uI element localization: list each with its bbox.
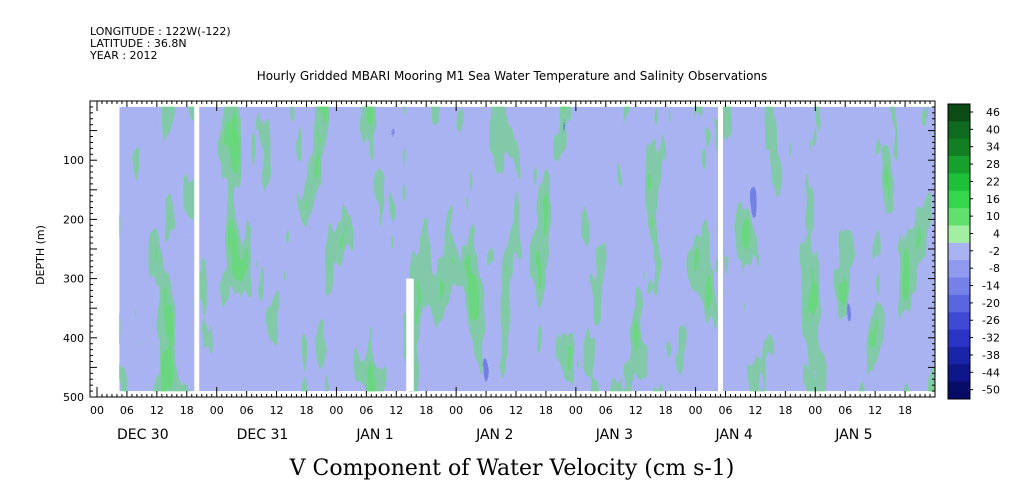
variable-title: V Component of Water Velocity (cm s-1) (289, 456, 735, 481)
y-axis: 100 200 300 400 500 (63, 100, 935, 404)
x-tick-label: 06 (359, 404, 373, 417)
x-tick-label: 12 (868, 404, 882, 417)
x-tick-label: 06 (719, 404, 733, 417)
colorbar-label: 46 (986, 106, 1000, 119)
colorbar-swatch (948, 346, 970, 365)
x-tick-label: 00 (329, 404, 343, 417)
x-tick-label: 06 (838, 404, 852, 417)
x-tick-label: 18 (898, 404, 912, 417)
colorbar-swatch (948, 173, 970, 192)
colorbar-swatch (948, 104, 970, 122)
colorbar-label: 4 (993, 227, 1000, 240)
x-tick-label: 18 (419, 404, 433, 417)
x-tick-label: 12 (150, 404, 164, 417)
x-tick-label: 06 (120, 404, 134, 417)
day-label: JAN 1 (355, 427, 393, 443)
day-label: JAN 4 (715, 427, 753, 443)
y-tick-label: 300 (63, 273, 84, 286)
y-tick-label: 400 (63, 332, 84, 345)
y-tick-label: 200 (63, 213, 84, 226)
x-tick-label: 18 (300, 404, 314, 417)
x-tick-label: 18 (778, 404, 792, 417)
day-label: DEC 31 (237, 427, 289, 443)
data-gap (194, 105, 200, 393)
colorbar-swatch (948, 190, 970, 209)
colorbar-label: 40 (986, 123, 1000, 136)
x-tick-label: 00 (808, 404, 822, 417)
x-tick-label: 12 (509, 404, 523, 417)
heatmap-field (119, 105, 936, 393)
x-tick-label: 06 (599, 404, 613, 417)
colorbar-label: 16 (986, 193, 1000, 206)
data-notch (406, 278, 414, 392)
chart-title: Hourly Gridded MBARI Mooring M1 Sea Wate… (257, 69, 768, 83)
colorbar-swatch (948, 329, 970, 348)
colorbar-label: 28 (986, 158, 1000, 171)
colorbar-swatch (948, 225, 970, 244)
colorbar-label: 34 (986, 141, 1000, 154)
colorbar-label: -2 (989, 245, 1000, 258)
x-tick-label: 12 (270, 404, 284, 417)
x-tick-label: 12 (629, 404, 643, 417)
x-tick-label: 00 (449, 404, 463, 417)
x-tick-label: 06 (240, 404, 254, 417)
colorbar-swatch (948, 138, 970, 157)
x-tick-label: 12 (389, 404, 403, 417)
colorbar-label: -20 (982, 297, 1000, 310)
x-tick-label: 18 (539, 404, 553, 417)
colorbar-label: -38 (982, 349, 1000, 362)
day-label: JAN 3 (595, 427, 633, 443)
x-tick-label: 12 (748, 404, 762, 417)
x-tick-label: 00 (569, 404, 583, 417)
longitude-label: LONGITUDE : 122W(-122) (90, 25, 231, 38)
day-label: JAN 2 (475, 427, 513, 443)
colorbar-label: 22 (986, 175, 1000, 188)
latitude-label: LATITUDE : 36.8N (90, 37, 187, 50)
colorbar-swatch (948, 156, 970, 174)
y-axis-label: DEPTH (m) (34, 225, 47, 285)
colorbar-label: -50 (982, 384, 1000, 397)
data-gap (718, 105, 724, 393)
colorbar-swatch (948, 312, 970, 331)
x-tick-label: 06 (479, 404, 493, 417)
field-negative-regions (119, 106, 936, 392)
colorbar-swatch (948, 208, 970, 226)
colorbar-label: -8 (989, 262, 1000, 275)
colorbar-swatch (948, 381, 970, 400)
colorbar-label: -44 (982, 366, 1000, 379)
colorbar-label: -26 (982, 314, 1000, 327)
field-gaps (194, 105, 724, 393)
x-tick-label: 18 (180, 404, 194, 417)
colorbar-frame (947, 103, 971, 400)
x-tick-label: 18 (659, 404, 673, 417)
x-tick-label: 00 (689, 404, 703, 417)
colorbar-swatch (948, 260, 970, 279)
colorbar-swatch (948, 242, 970, 261)
colorbar: 46 40 34 28 22 16 10 4 -2 -8 -14 -20 -26 -32 -38 -44 -50 (947, 103, 1000, 400)
year-label: YEAR : 2012 (89, 49, 158, 62)
x-tick-label: 00 (90, 404, 104, 417)
day-label: JAN 5 (834, 427, 872, 443)
x-axis: 00 06 12 18 00 06 12 18 00 06 12 18 00 06 12 18 00 06 12 18… (90, 101, 936, 443)
x-tick-label: 00 (210, 404, 224, 417)
colorbar-swatch (948, 294, 970, 313)
colorbar-swatch (948, 277, 970, 296)
colorbar-label: -14 (982, 280, 1000, 293)
colorbar-swatch (948, 121, 970, 140)
colorbar-label: -32 (982, 332, 1000, 345)
day-label: DEC 30 (117, 427, 169, 443)
colorbar-swatch (948, 364, 970, 383)
y-tick-label: 500 (63, 391, 84, 404)
colorbar-label: 10 (986, 210, 1000, 223)
y-tick-label: 100 (63, 154, 84, 167)
